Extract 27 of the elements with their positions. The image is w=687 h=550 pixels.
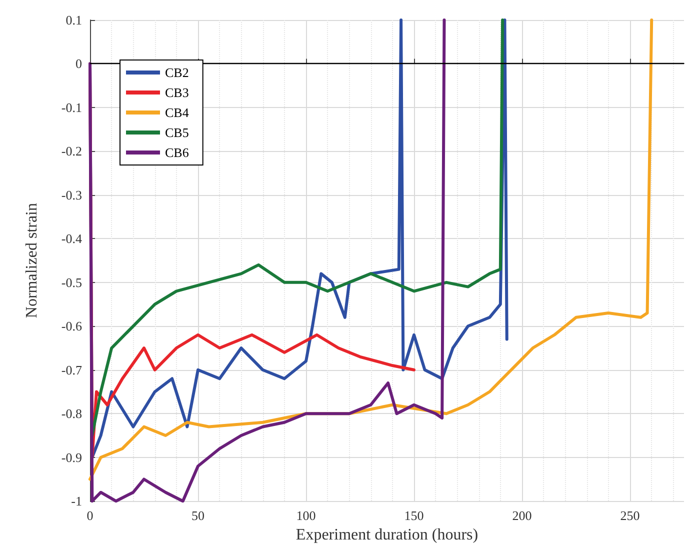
legend-label: CB3 [165, 85, 189, 100]
y-tick-label: -0.9 [61, 450, 82, 465]
x-tick-label: 100 [296, 508, 316, 524]
x-tick-label: 0 [86, 508, 94, 524]
y-tick-label: -0.6 [61, 318, 82, 334]
y-tick-label: -0.7 [61, 362, 82, 378]
x-tick-label: 150 [404, 508, 424, 524]
legend-label: CB6 [165, 145, 190, 160]
x-tick-label: 250 [620, 508, 640, 524]
legend-label: CB4 [165, 105, 190, 120]
y-axis-title: Normalized strain [24, 203, 40, 318]
y-tick-label: -0.1 [61, 100, 82, 115]
x-axis-title: Experiment duration (hours) [296, 526, 478, 544]
x-tick-label: 50 [192, 508, 204, 524]
y-tick-label: -1 [71, 494, 82, 509]
legend-label: CB2 [165, 65, 189, 80]
y-tick-label: -0.3 [61, 187, 82, 202]
y-tick-label: -0.2 [61, 144, 82, 159]
y-tick-label: -0.8 [61, 406, 82, 422]
line-series [88, 18, 654, 481]
legend-label: CB5 [165, 125, 189, 140]
y-tick-label: -0.4 [61, 231, 82, 246]
y-tick-label: 0.1 [66, 12, 82, 28]
line-series [88, 18, 446, 503]
y-tick-label: -0.5 [61, 274, 82, 290]
x-tick-label: 200 [512, 508, 532, 524]
y-tick-label: 0 [76, 56, 82, 72]
